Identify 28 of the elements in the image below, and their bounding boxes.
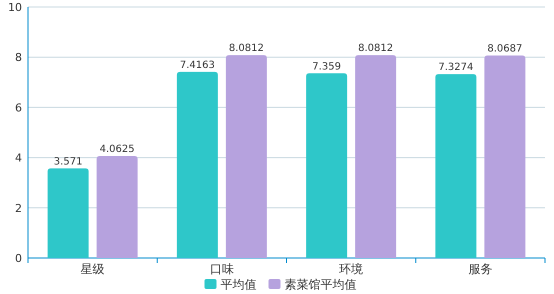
x-tick-label: 环境 — [339, 262, 364, 276]
bar — [355, 55, 396, 258]
legend-label: 平均值 — [220, 278, 256, 292]
y-tick-label: 2 — [15, 202, 22, 215]
legend-label: 素菜馆平均值 — [284, 278, 356, 292]
data-label: 7.3274 — [438, 62, 474, 74]
bar — [176, 72, 218, 258]
bar — [96, 156, 138, 258]
bar — [484, 55, 526, 258]
x-tick-label: 服务 — [468, 262, 492, 276]
data-label: 3.571 — [54, 156, 82, 168]
x-tick-label: 口味 — [210, 262, 234, 276]
y-tick-label: 10 — [8, 1, 22, 14]
bar — [435, 74, 476, 258]
y-tick-label: 4 — [15, 152, 22, 165]
y-tick-label: 6 — [15, 101, 22, 114]
data-label: 8.0812 — [228, 43, 264, 54]
data-label: 8.0687 — [487, 43, 522, 54]
bar — [48, 168, 89, 258]
data-label: 7.4163 — [180, 60, 215, 71]
bar — [226, 55, 267, 258]
bar — [306, 73, 348, 258]
y-tick-label: 8 — [15, 51, 22, 64]
data-label: 4.0625 — [100, 144, 135, 156]
x-tick-label: 星级 — [80, 262, 105, 276]
data-label: 8.0812 — [358, 43, 394, 54]
y-tick-label: 0 — [15, 252, 22, 265]
data-label: 7.359 — [312, 61, 341, 72]
